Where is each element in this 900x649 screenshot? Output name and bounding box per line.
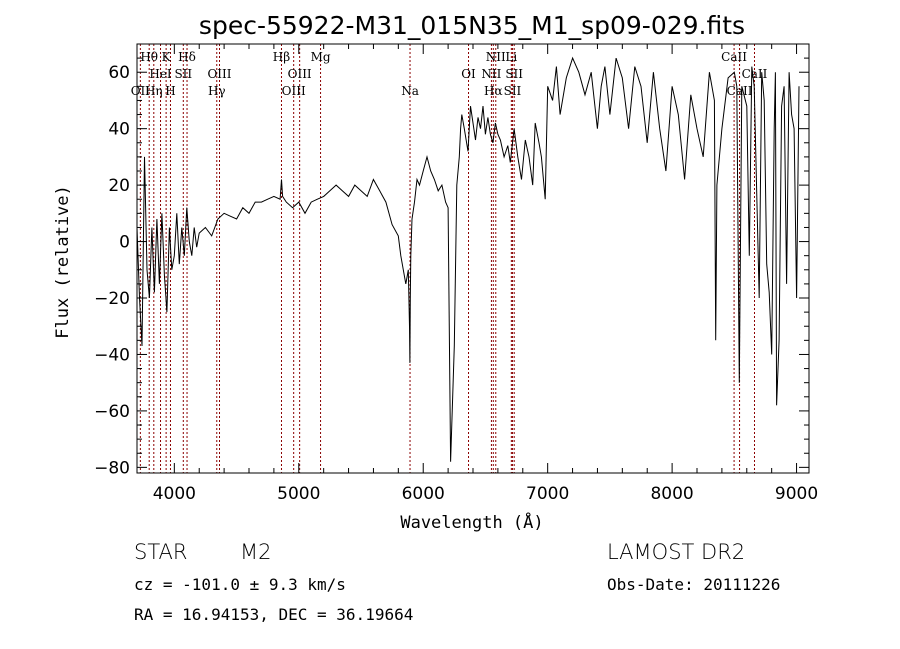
x-tick-label: 7000 (526, 484, 569, 504)
x-tick-label: 8000 (650, 484, 693, 504)
spectral-line-label: H (165, 84, 175, 98)
object-subclass: M2 (240, 540, 272, 564)
spectral-line-label: SII (504, 84, 522, 98)
x-tick-label: 9000 (775, 484, 818, 504)
y-tick-label: −40 (94, 345, 130, 365)
spectral-line-label: OI (461, 67, 476, 81)
y-axis-label: Flux (relative) (53, 185, 73, 339)
spectral-line-label: Hα (484, 84, 503, 98)
spectral-line-label: OII (131, 84, 151, 98)
spectral-line-label: OIII (207, 67, 231, 81)
spectral-line-label: Li (505, 50, 517, 64)
spectral-line-label: OIII (288, 67, 312, 81)
x-tick-label: 4000 (153, 484, 196, 504)
survey-name: LAMOST DR2 (607, 540, 746, 564)
spectral-line-label: SII (174, 67, 192, 81)
obs-date-text: Obs-Date: 20111226 (607, 575, 781, 594)
spectral-line-label: Hδ (178, 50, 196, 64)
x-axis: 4000 5000 6000 7000 8000 9000 (153, 44, 818, 504)
y-tick-label: 40 (108, 120, 130, 140)
y-axis: −80 −60 −40 −20 0 20 40 60 (94, 43, 809, 478)
plot-frame (136, 43, 810, 474)
spectral-line-label: Hγ (208, 84, 226, 98)
spectral-line-label: NII (481, 67, 501, 81)
y-tick-label: 20 (108, 176, 130, 196)
spectral-line-label: Hβ (273, 50, 290, 64)
object-class: STAR (134, 540, 188, 564)
spectral-line-label: CaII (742, 67, 768, 81)
spectral-line-markers (139, 44, 755, 473)
spectral-line-label: HeI (149, 67, 172, 81)
spectrum-line (136, 56, 800, 462)
spectral-line-label: OIII (282, 84, 306, 98)
x-tick-label: 6000 (402, 484, 445, 504)
y-tick-label: 60 (108, 63, 130, 83)
x-tick-label: 5000 (277, 484, 320, 504)
spectral-line-label: K (162, 50, 172, 64)
spectral-line-label: Na (401, 84, 419, 98)
y-tick-label: 0 (119, 233, 130, 253)
chart-title: spec-55922-M31_015N35_M1_sp09-029.fits (199, 11, 745, 40)
spectral-line-label: CaII (727, 84, 753, 98)
spectral-line-label: NII (486, 50, 506, 64)
spectral-line-label: Hη (145, 84, 163, 98)
x-axis-label: Wavelength (Å) (400, 511, 543, 533)
y-tick-label: −20 (94, 289, 130, 309)
y-tick-label: −80 (94, 458, 130, 478)
spectral-line-label: Mg (311, 50, 331, 64)
redshift-text: cz = -101.0 ± 9.3 km/s (134, 575, 346, 594)
spectral-line-label: CaII (721, 50, 747, 64)
spectral-line-label: Hθ (140, 50, 158, 64)
spectral-line-label: SII (505, 67, 523, 81)
y-tick-label: −60 (94, 402, 130, 422)
coordinates-text: RA = 16.94153, DEC = 36.19664 (134, 605, 414, 624)
